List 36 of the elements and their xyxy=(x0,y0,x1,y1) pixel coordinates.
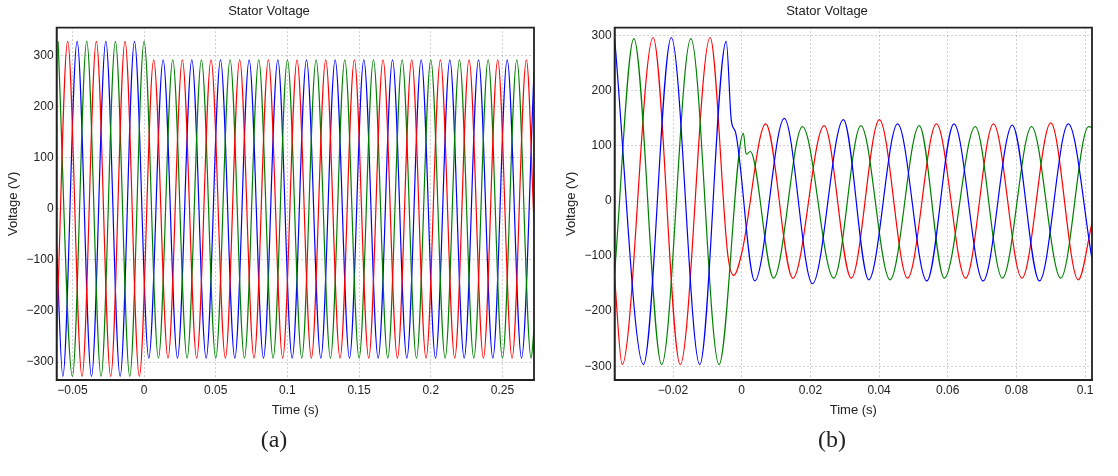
y-axis-title: Voltage (V) xyxy=(563,171,579,236)
y-tick-label: 100 xyxy=(33,150,54,165)
x-axis-title: Time (s) xyxy=(271,401,319,417)
y-axis-title: Voltage (V) xyxy=(5,171,21,236)
x-axis-title: Time (s) xyxy=(829,401,877,417)
x-tick-label: −0.05 xyxy=(57,382,88,397)
x-tick-label: −0.02 xyxy=(657,382,689,397)
y-tick-label: 300 xyxy=(591,28,612,43)
y-tick-label: −300 xyxy=(26,354,54,369)
y-tick-label: 100 xyxy=(591,138,612,153)
x-tick-label: 0 xyxy=(738,382,746,397)
x-tick-label: 0.06 xyxy=(936,382,960,397)
x-tick-label: 0.2 xyxy=(422,382,440,397)
text: (b) xyxy=(817,426,847,453)
x-tick-label: 0.02 xyxy=(798,382,823,397)
x-tick-label: 0.05 xyxy=(204,382,228,397)
x-tick-label: 0.04 xyxy=(867,382,892,397)
y-tick-label: 300 xyxy=(33,48,54,62)
x-tick-label: 0.25 xyxy=(490,382,515,397)
x-tick-label: 0.15 xyxy=(347,382,372,397)
y-tick-label: 200 xyxy=(33,99,54,114)
x-tick-label: 0.1 xyxy=(1076,382,1094,397)
y-tick-label: −100 xyxy=(26,252,54,267)
chart-title: Stator Voltage xyxy=(786,3,868,19)
text: (a) xyxy=(259,426,289,453)
y-tick-label: 0 xyxy=(46,201,54,216)
y-tick-label: 200 xyxy=(591,83,612,98)
y-tick-label: −200 xyxy=(26,303,54,318)
x-tick-label: 0 xyxy=(140,382,148,397)
y-tick-label: −200 xyxy=(584,303,612,318)
x-tick-label: 0.1 xyxy=(279,382,297,397)
chart-title: Stator Voltage xyxy=(228,3,310,19)
y-tick-label: −100 xyxy=(584,248,612,263)
x-tick-label: 0.08 xyxy=(1004,382,1029,397)
y-tick-label: 0 xyxy=(604,193,612,208)
y-tick-label: −300 xyxy=(584,358,612,373)
